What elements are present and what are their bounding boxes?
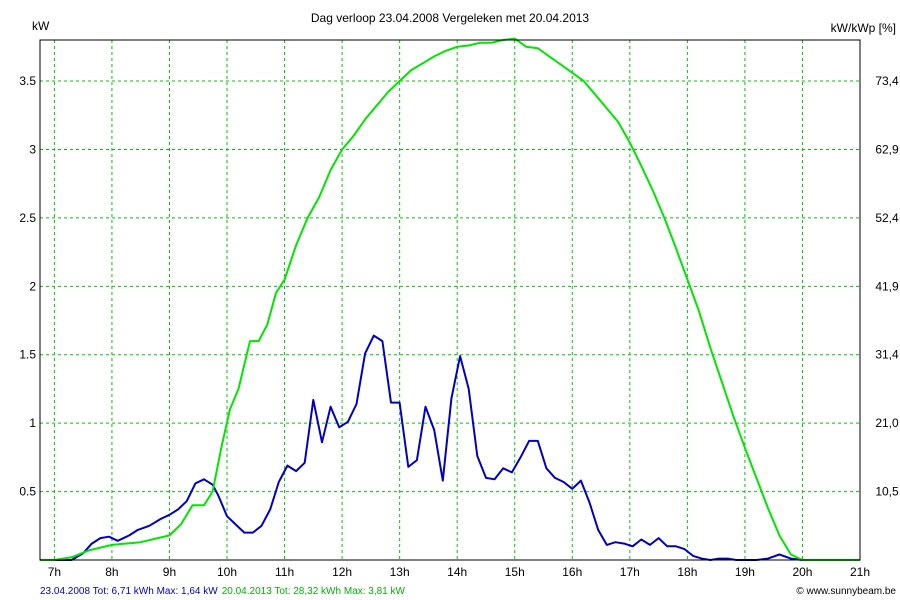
x-tick-label: 13h — [390, 565, 410, 579]
right-axis-unit: kW/kWp [%] — [831, 21, 896, 35]
footer-summary: 23.04.2008 Tot: 6,71 kWh Max: 1,64 kW 20.… — [40, 586, 406, 597]
y-tick-label-right: 10,5 — [875, 485, 899, 499]
footer-summary-2008: 23.04.2008 Tot: 6,71 kWh Max: 1,64 kW — [40, 586, 218, 597]
footer-credit: © www.sunnybeam.be — [796, 586, 896, 597]
y-tick-label-left: 0.5 — [19, 485, 36, 499]
series-line-23-04-2008 — [40, 334, 860, 561]
ticks: 7h 8h 9h 10h 11h 12h 13h 14h 15h 16h 17h 18h 19h 20h 2… — [19, 74, 899, 579]
chart-title: Dag verloop 23.04.2008 Vergeleken met 20… — [311, 11, 590, 25]
x-tick-label: 20h — [792, 565, 812, 579]
y-tick-label-right: 52,4 — [875, 211, 899, 225]
x-tick-label: 11h — [275, 565, 294, 579]
y-tick-label-left: 3.5 — [19, 74, 36, 88]
y-tick-label-right: 31,4 — [875, 348, 899, 362]
x-tick-label: 15h — [505, 565, 525, 579]
y-tick-label-right: 73,4 — [875, 74, 899, 88]
y-tick-label-left: 1 — [29, 416, 36, 430]
y-tick-label-left: 3 — [29, 142, 36, 156]
y-tick-label-left: 2.5 — [19, 211, 36, 225]
x-tick-label: 18h — [677, 565, 697, 579]
y-tick-label-right: 62,9 — [875, 142, 899, 156]
x-tick-label: 21h — [850, 565, 870, 579]
x-tick-label: 9h — [163, 565, 176, 579]
plot-frame — [39, 39, 861, 561]
y-tick-label-left: 2 — [29, 279, 36, 293]
left-axis-unit: kW — [32, 19, 50, 33]
x-tick-label: 7h — [48, 565, 61, 579]
x-tick-label: 8h — [105, 565, 118, 579]
footer-summary-2013: 20.04.2013 Tot: 28,32 kWh Max: 3,81 kW — [222, 586, 406, 597]
x-tick-label: 10h — [217, 565, 237, 579]
y-tick-label-right: 41,9 — [875, 279, 899, 293]
x-tick-label: 17h — [620, 565, 640, 579]
x-tick-label: 12h — [332, 565, 352, 579]
x-tick-label: 16h — [562, 565, 582, 579]
series-line-20-04-2013 — [40, 37, 860, 561]
x-tick-label: 19h — [735, 565, 755, 579]
x-tick-label: 14h — [447, 565, 467, 579]
y-tick-label-left: 1.5 — [19, 348, 36, 362]
series-lines — [40, 37, 860, 561]
grid — [40, 40, 860, 560]
y-tick-label-right: 21,0 — [875, 416, 899, 430]
